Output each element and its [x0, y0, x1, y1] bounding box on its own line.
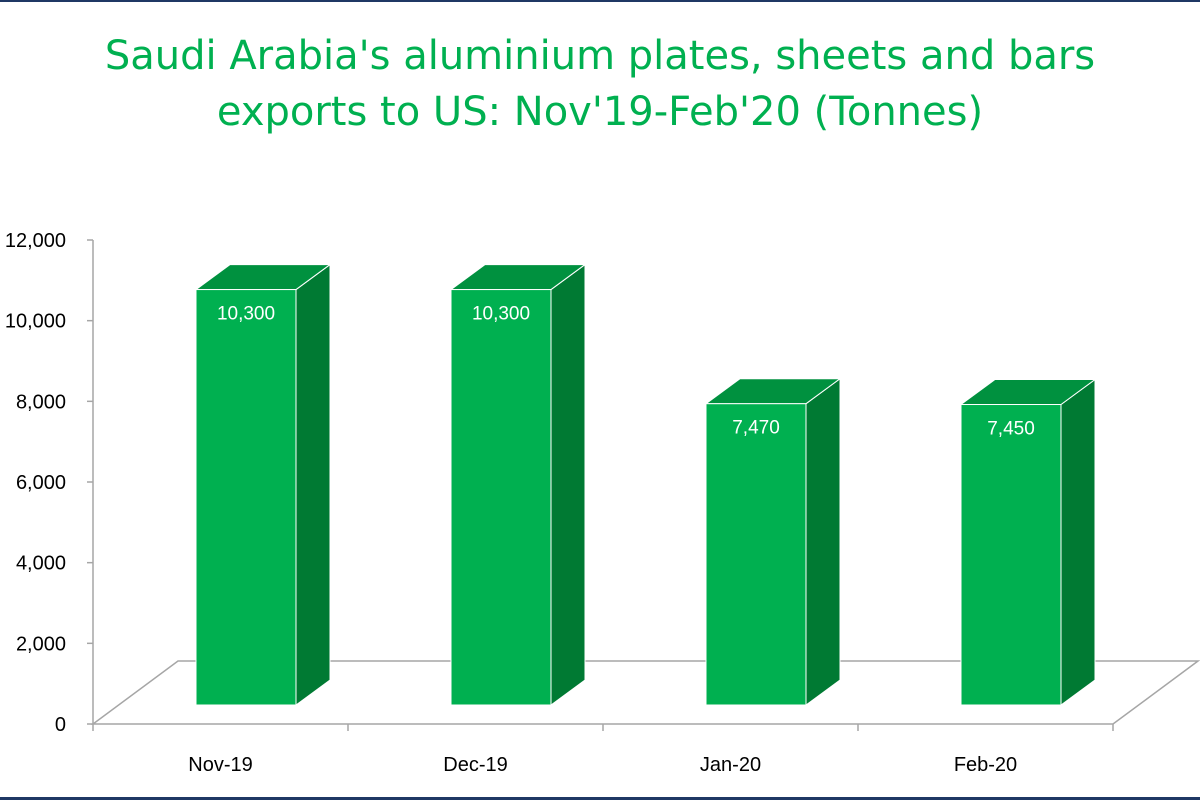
x-tick-label: Dec-19 [443, 754, 507, 776]
y-tick-label: 2,000 [16, 633, 66, 655]
bar-side [805, 377, 841, 706]
y-tick-label: 12,000 [5, 230, 66, 252]
bar [960, 404, 1062, 706]
bar [195, 289, 297, 706]
bar-side [1060, 378, 1096, 706]
data-label: 10,300 [472, 304, 530, 325]
y-tick-label: 10,000 [5, 311, 66, 333]
bar [705, 403, 807, 706]
chart-title-line-1: Saudi Arabia's aluminium plates, sheets … [104, 33, 1096, 79]
data-label: 10,300 [217, 304, 275, 325]
bar-side [550, 263, 586, 706]
y-tick-label: 0 [55, 714, 66, 736]
chart-title: Saudi Arabia's aluminium plates, sheets … [0, 28, 1200, 140]
y-tick-label: 8,000 [16, 391, 66, 413]
x-tick-label: Feb-20 [954, 754, 1017, 776]
chart-floor [90, 660, 1200, 725]
chart-title-line-2: exports to US: Nov'19-Feb'20 (Tonnes) [216, 89, 984, 135]
y-tick-label: 6,000 [16, 472, 66, 494]
bar-side [295, 263, 331, 706]
y-tick-label: 4,000 [16, 553, 66, 575]
x-tick-label: Jan-20 [700, 754, 761, 776]
data-label: 7,470 [732, 418, 780, 439]
x-tick-label: Nov-19 [188, 754, 252, 776]
data-label: 7,450 [987, 419, 1035, 440]
bar [450, 289, 552, 706]
